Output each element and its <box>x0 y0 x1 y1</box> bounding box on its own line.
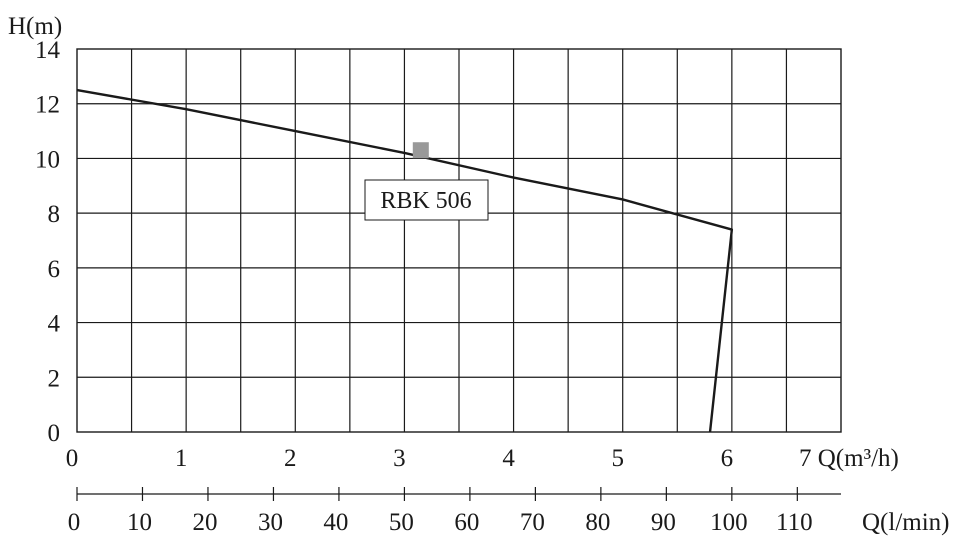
curve-annotation: RBK 506 <box>364 142 489 221</box>
y-tick-label: 10 <box>35 146 60 173</box>
x-tick-label-lmin: 20 <box>192 509 217 536</box>
x-tick-label-lmin: 50 <box>389 509 414 536</box>
x-tick-label-lmin: 60 <box>454 509 479 536</box>
y-axis-ticks: 0 2 4 6 8 10 12 14 <box>35 37 61 447</box>
x-axis-lmin: 0 10 20 30 40 50 60 70 80 90 100 110 <box>68 487 841 536</box>
x-tick-label-lmin: 70 <box>520 509 545 536</box>
x-tick-label-lmin: 100 <box>710 509 748 536</box>
series-label-box <box>364 179 489 221</box>
y-tick-label: 8 <box>48 201 61 228</box>
y-tick-label: 4 <box>48 311 61 338</box>
x-tick-label-lmin: 10 <box>127 509 152 536</box>
x-tick-label-lmin: 110 <box>776 509 813 536</box>
x-tick-label-lmin: 0 <box>68 509 81 536</box>
x-axis-lmin-title: Q(l/min) <box>862 509 950 536</box>
x-tick-label-m3h: 6 <box>721 445 734 472</box>
x-tick-label-m3h: 2 <box>284 445 297 472</box>
x-tick-label-lmin: 90 <box>651 509 676 536</box>
series-label: RBK 506 <box>380 188 471 214</box>
x-tick-label-lmin: 30 <box>258 509 283 536</box>
series-line <box>76 88 734 433</box>
y-tick-label: 6 <box>48 256 61 283</box>
x-tick-label-lmin: 80 <box>585 509 610 536</box>
x-axis-m3h-title: 7 Q(m³/h) <box>799 445 899 472</box>
x-tick-label-m3h: 4 <box>502 445 515 472</box>
x-tick-label-m3h: 1 <box>175 445 188 472</box>
x-tick-label-lmin: 40 <box>323 509 348 536</box>
y-tick-label: 12 <box>35 92 60 119</box>
series <box>76 88 734 433</box>
y-tick-label: 2 <box>48 365 61 392</box>
x-tick-label-m3h: 3 <box>393 445 406 472</box>
x-tick-label-m3h: 0 <box>66 445 79 472</box>
y-tick-label: 14 <box>35 37 61 64</box>
y-axis-title: H(m) <box>8 13 62 40</box>
grid <box>77 49 841 432</box>
x-tick-label-m3h: 5 <box>611 445 624 472</box>
x-axis-m3h-ticks: 0 1 2 3 4 5 6 <box>66 445 733 472</box>
y-tick-label: 0 <box>48 420 61 447</box>
curve-marker <box>412 142 429 159</box>
plot-frame <box>76 48 842 433</box>
